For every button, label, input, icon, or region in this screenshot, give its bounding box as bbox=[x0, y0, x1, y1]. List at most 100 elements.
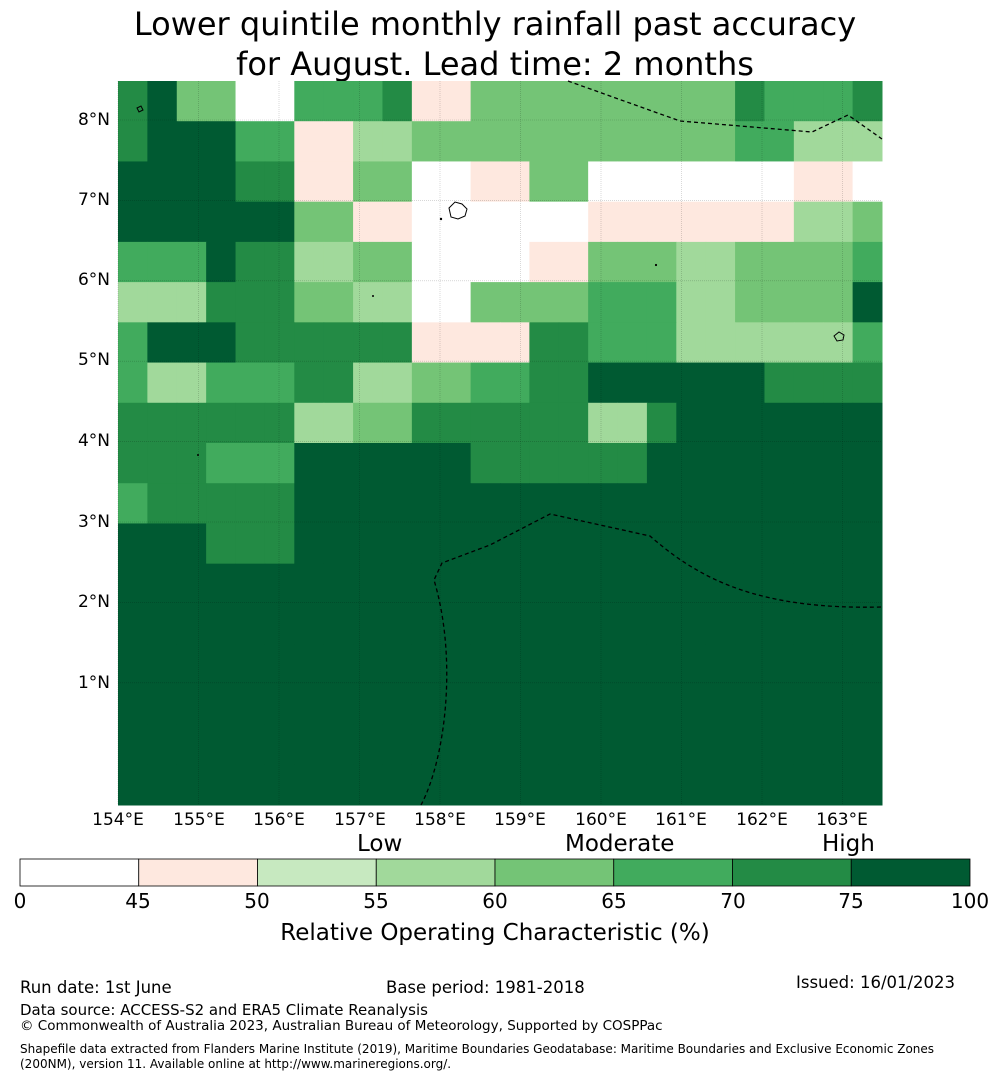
roc-cell bbox=[323, 362, 354, 404]
roc-cell bbox=[294, 322, 325, 364]
roc-cell bbox=[441, 523, 472, 565]
roc-cell bbox=[264, 483, 295, 524]
lon-label-160e: 160°E bbox=[575, 810, 627, 830]
roc-cell bbox=[529, 684, 560, 726]
map-title-line-2: for August. Lead time: 2 months bbox=[236, 45, 754, 83]
roc-cell bbox=[470, 161, 501, 203]
maritime-boundaries bbox=[420, 80, 883, 806]
roc-cell bbox=[852, 81, 883, 122]
roc-cell bbox=[646, 81, 677, 122]
roc-cell bbox=[147, 161, 178, 203]
roc-cell bbox=[529, 563, 560, 605]
roc-cell bbox=[764, 121, 795, 162]
roc-cell bbox=[323, 523, 354, 565]
roc-cell bbox=[294, 644, 325, 685]
roc-cell bbox=[617, 81, 648, 122]
level-label-high: High bbox=[822, 831, 875, 857]
island-dot bbox=[439, 217, 443, 221]
lon-label-161e: 161°E bbox=[655, 810, 707, 830]
roc-cell bbox=[852, 443, 883, 484]
roc-cell bbox=[735, 201, 765, 243]
roc-cell bbox=[147, 402, 178, 444]
roc-cell bbox=[353, 201, 383, 243]
roc-cell bbox=[735, 443, 765, 484]
roc-cell bbox=[441, 402, 472, 444]
roc-cell bbox=[206, 764, 237, 806]
roc-cell bbox=[294, 483, 325, 524]
lon-label-156e: 156°E bbox=[253, 810, 305, 830]
roc-cell bbox=[793, 724, 824, 766]
roc-cell bbox=[558, 282, 589, 323]
roc-cell bbox=[617, 724, 648, 766]
roc-cell bbox=[206, 684, 237, 726]
roc-cell bbox=[558, 483, 589, 524]
roc-cell bbox=[294, 603, 325, 645]
roc-cell bbox=[764, 282, 795, 323]
roc-cell bbox=[235, 81, 266, 122]
roc-cell bbox=[147, 121, 178, 162]
roc-cell bbox=[176, 121, 207, 162]
roc-cell bbox=[823, 644, 854, 685]
lon-label-155e: 155°E bbox=[173, 810, 225, 830]
roc-cell bbox=[411, 81, 442, 122]
roc-cell bbox=[264, 402, 295, 444]
roc-cell bbox=[529, 483, 560, 524]
roc-cell bbox=[382, 362, 413, 404]
roc-cell bbox=[646, 282, 677, 323]
roc-cell bbox=[264, 443, 295, 484]
roc-cell bbox=[176, 563, 207, 605]
roc-cell bbox=[852, 684, 883, 726]
colorbar bbox=[19, 858, 971, 887]
roc-cell bbox=[264, 684, 295, 726]
roc-cell bbox=[118, 282, 148, 323]
roc-cell bbox=[588, 764, 619, 806]
map-title-line-1: Lower quintile monthly rainfall past acc… bbox=[133, 5, 857, 43]
roc-cell bbox=[353, 121, 383, 162]
roc-cell bbox=[529, 362, 560, 404]
roc-cell bbox=[470, 523, 501, 565]
roc-cell bbox=[264, 563, 295, 605]
roc-cell bbox=[470, 81, 501, 122]
roc-cell bbox=[558, 161, 589, 203]
roc-cell bbox=[529, 161, 560, 203]
roc-cell bbox=[206, 362, 237, 404]
roc-cell bbox=[588, 121, 619, 162]
roc-cell bbox=[470, 362, 501, 404]
roc-cell bbox=[382, 443, 413, 484]
roc-cell bbox=[441, 241, 472, 283]
lat-label-3n: 3°N bbox=[77, 512, 110, 532]
roc-cell bbox=[823, 724, 854, 766]
roc-cell bbox=[823, 684, 854, 726]
roc-cell bbox=[529, 443, 560, 484]
roc-cell bbox=[558, 322, 589, 364]
roc-cell bbox=[382, 81, 413, 122]
roc-cell bbox=[323, 603, 354, 645]
colorbar-swatch bbox=[257, 858, 377, 887]
roc-cell bbox=[500, 201, 530, 243]
roc-cell bbox=[382, 644, 413, 685]
roc-cell bbox=[676, 201, 707, 243]
roc-cell bbox=[470, 282, 501, 323]
roc-cell bbox=[646, 724, 677, 766]
roc-cell bbox=[470, 483, 501, 524]
roc-cell bbox=[793, 241, 824, 283]
roc-cell bbox=[323, 282, 354, 323]
roc-cell bbox=[646, 764, 677, 806]
roc-cell bbox=[793, 644, 824, 685]
roc-cell bbox=[118, 483, 148, 524]
colorbar-tick-50: 50 bbox=[244, 889, 270, 913]
roc-cell bbox=[823, 121, 854, 162]
roc-cell bbox=[176, 644, 207, 685]
roc-cell bbox=[852, 764, 883, 806]
roc-cell bbox=[529, 282, 560, 323]
roc-cell bbox=[793, 684, 824, 726]
roc-cell bbox=[264, 121, 295, 162]
roc-cell bbox=[323, 241, 354, 283]
roc-cell bbox=[264, 241, 295, 283]
roc-cell bbox=[470, 322, 501, 364]
roc-cell bbox=[206, 282, 237, 323]
roc-cell bbox=[705, 161, 736, 203]
roc-cell bbox=[735, 241, 765, 283]
roc-cell bbox=[676, 362, 707, 404]
